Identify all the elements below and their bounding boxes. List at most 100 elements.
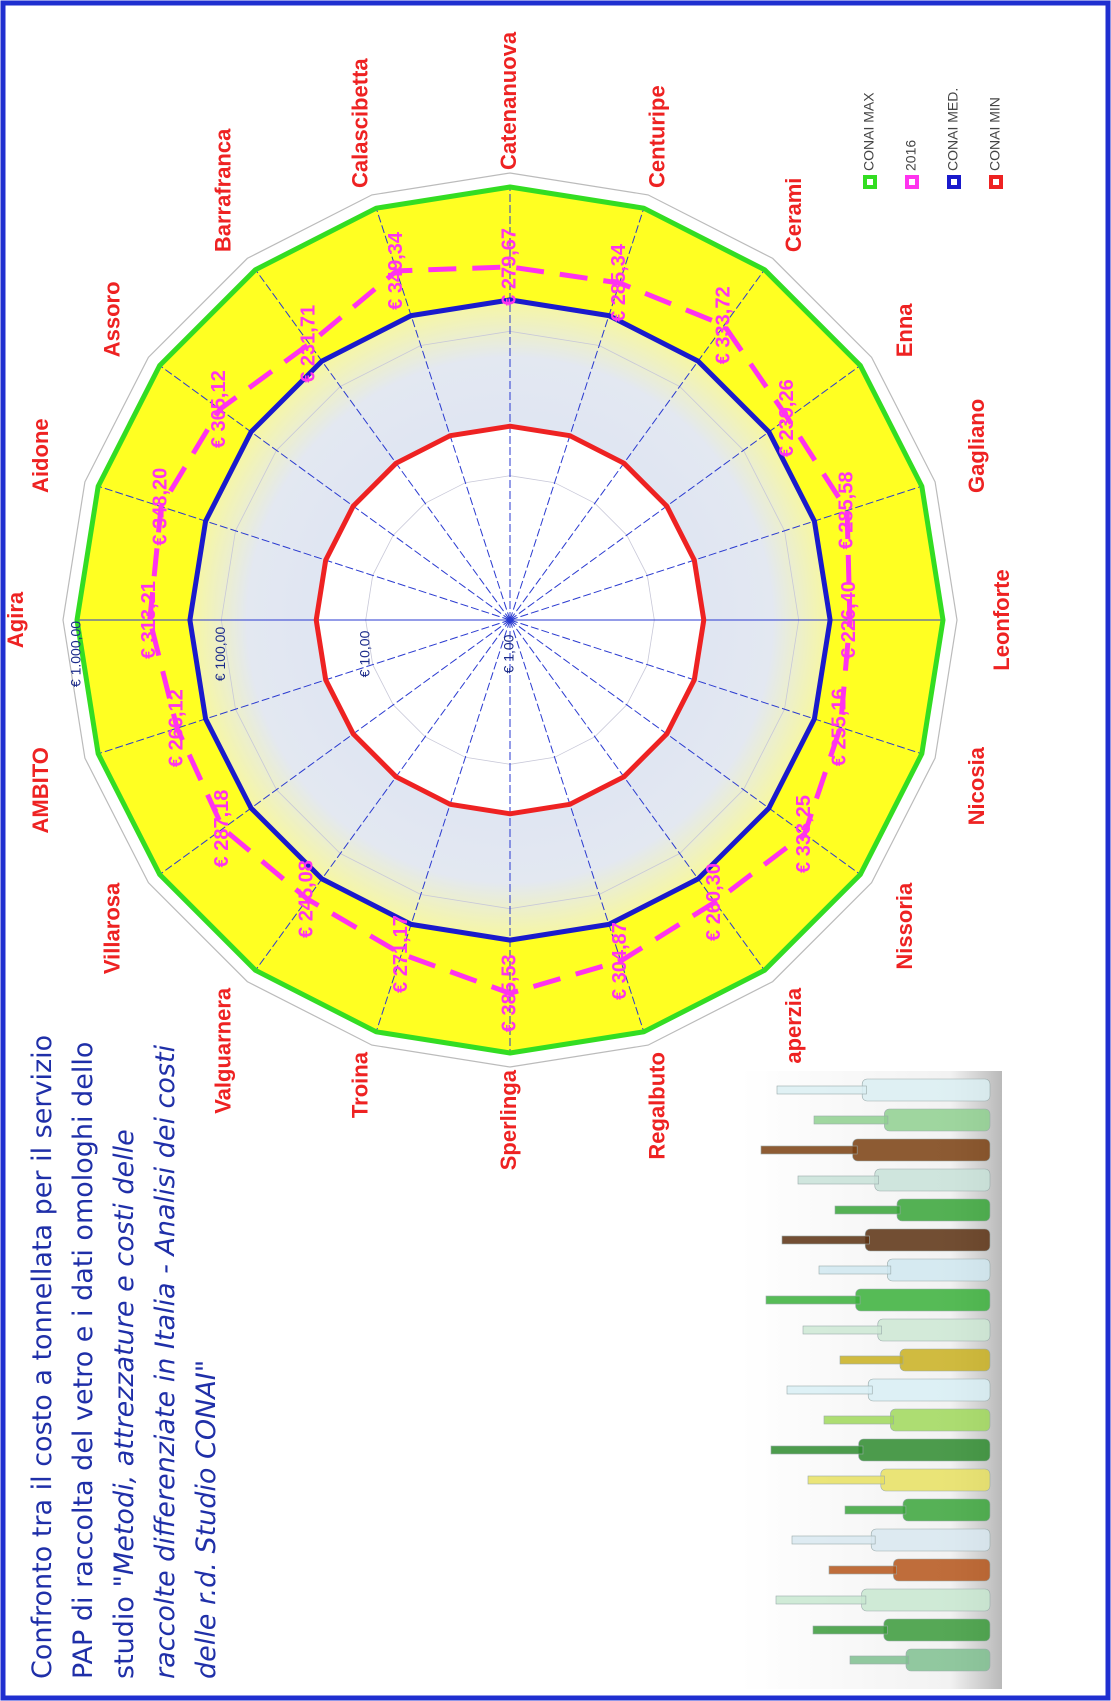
series-line bbox=[187, 297, 833, 943]
legend-swatch-inner bbox=[951, 179, 957, 185]
r-tick-label: € 100,00 bbox=[212, 627, 228, 682]
chart-subtitle: "Metodi, attrezzature e costi delle racc… bbox=[109, 1044, 222, 1679]
category-label: Sperlinga bbox=[496, 1069, 521, 1170]
value-label: € 245,08 bbox=[296, 860, 318, 938]
bottle-body bbox=[877, 1318, 991, 1342]
spoke bbox=[98, 619, 511, 755]
r-tick-label: € 10,00 bbox=[356, 630, 372, 677]
value-label: € 305,12 bbox=[208, 370, 230, 448]
bottle-neck bbox=[802, 1325, 882, 1335]
category-label: AMBITO bbox=[28, 747, 53, 833]
spoke bbox=[509, 619, 645, 1032]
bottle-body bbox=[870, 1528, 991, 1552]
bottle-body bbox=[855, 1288, 991, 1312]
series-line bbox=[313, 423, 707, 817]
spoke bbox=[159, 365, 511, 621]
r-tick-label: € 1.000,00 bbox=[68, 621, 84, 687]
value-label: € 385,53 bbox=[498, 954, 520, 1032]
category-label: Centuripe bbox=[644, 85, 669, 188]
value-label: € 239,26 bbox=[776, 379, 798, 457]
bottle-neck bbox=[812, 1625, 888, 1635]
category-label: Leonforte bbox=[989, 569, 1014, 670]
bottle-neck bbox=[786, 1385, 873, 1395]
bottle-neck bbox=[828, 1565, 897, 1575]
category-label: Gagliano bbox=[964, 399, 989, 493]
bottle-neck bbox=[776, 1085, 867, 1095]
bottle-neck bbox=[807, 1475, 885, 1485]
value-label: € 260,30 bbox=[703, 863, 725, 941]
legend-swatch-inner bbox=[993, 179, 999, 185]
value-label: € 287,18 bbox=[211, 790, 233, 868]
category-label: aperzia bbox=[781, 987, 806, 1064]
category-label: Catenanuova bbox=[496, 31, 521, 170]
category-label: Enna bbox=[892, 303, 917, 358]
category-label: Regalbuto bbox=[644, 1052, 669, 1160]
category-label: Calascibetta bbox=[347, 58, 372, 188]
legend-swatch-inner bbox=[909, 179, 915, 185]
spoke bbox=[509, 619, 861, 875]
category-label: Barrafranca bbox=[210, 128, 235, 252]
spoke bbox=[509, 619, 922, 755]
value-label: € 271,17 bbox=[390, 915, 412, 993]
bottle-neck bbox=[760, 1145, 858, 1155]
bottles bbox=[760, 1078, 991, 1672]
bottle-neck bbox=[775, 1595, 867, 1605]
r-tick-label: € 1,00 bbox=[501, 634, 517, 673]
bottle-body bbox=[880, 1468, 991, 1492]
spoke bbox=[509, 485, 922, 621]
bottle-body bbox=[896, 1198, 991, 1222]
bottle-body bbox=[905, 1648, 991, 1672]
bottle-body bbox=[864, 1228, 991, 1252]
bottle-neck bbox=[797, 1175, 879, 1185]
value-label: € 349,34 bbox=[385, 231, 407, 310]
bottle-body bbox=[874, 1168, 991, 1192]
legend-swatch-inner bbox=[867, 179, 873, 185]
bottle-body bbox=[902, 1498, 991, 1522]
bottle-neck bbox=[770, 1445, 864, 1455]
category-label: Agira bbox=[3, 591, 28, 648]
bottle-body bbox=[852, 1138, 991, 1162]
value-label: € 304,87 bbox=[609, 922, 631, 1000]
bottle-body bbox=[893, 1558, 991, 1582]
bottle-neck bbox=[813, 1115, 889, 1125]
value-label: € 313,21 bbox=[138, 581, 160, 659]
value-label: € 333,25 bbox=[793, 795, 815, 873]
spoke bbox=[159, 619, 511, 875]
spoke bbox=[509, 269, 765, 621]
series-line bbox=[147, 264, 853, 996]
bottle-body bbox=[867, 1378, 991, 1402]
outer-ring bbox=[62, 172, 958, 1068]
category-label: Troina bbox=[347, 1051, 372, 1118]
value-label: € 231,71 bbox=[298, 305, 320, 383]
value-label: € 348,20 bbox=[149, 468, 171, 546]
bottle-body bbox=[887, 1258, 991, 1282]
bottle-neck bbox=[781, 1235, 870, 1245]
value-label: € 226,40 bbox=[838, 581, 860, 659]
category-label: Aidone bbox=[28, 418, 53, 493]
bottle-neck bbox=[839, 1355, 904, 1365]
bottle-neck bbox=[849, 1655, 910, 1665]
value-label: € 279,67 bbox=[498, 228, 520, 306]
title-block: Confronto tra il costo a tonnellata per … bbox=[22, 1029, 227, 1679]
bottle-body bbox=[884, 1108, 991, 1132]
legend-label: 2016 bbox=[903, 140, 919, 171]
spoke bbox=[375, 619, 511, 1032]
category-label: Nissoria bbox=[892, 882, 917, 970]
category-label: Villarosa bbox=[100, 882, 125, 974]
legend-label: CONAI MIN bbox=[987, 97, 1003, 171]
spoke bbox=[509, 365, 861, 621]
bottle-body bbox=[890, 1408, 991, 1432]
bottle-body bbox=[899, 1348, 991, 1372]
spoke bbox=[375, 208, 511, 621]
legend-label: CONAI MAX bbox=[861, 92, 877, 171]
bottle-neck bbox=[823, 1415, 895, 1425]
category-label: Valguarnera bbox=[210, 987, 235, 1114]
spoke bbox=[255, 619, 511, 971]
legend-label: CONAI MED. bbox=[945, 88, 961, 171]
spoke bbox=[509, 208, 645, 621]
category-label: Nicosia bbox=[964, 746, 989, 825]
bottle-body bbox=[861, 1588, 991, 1612]
